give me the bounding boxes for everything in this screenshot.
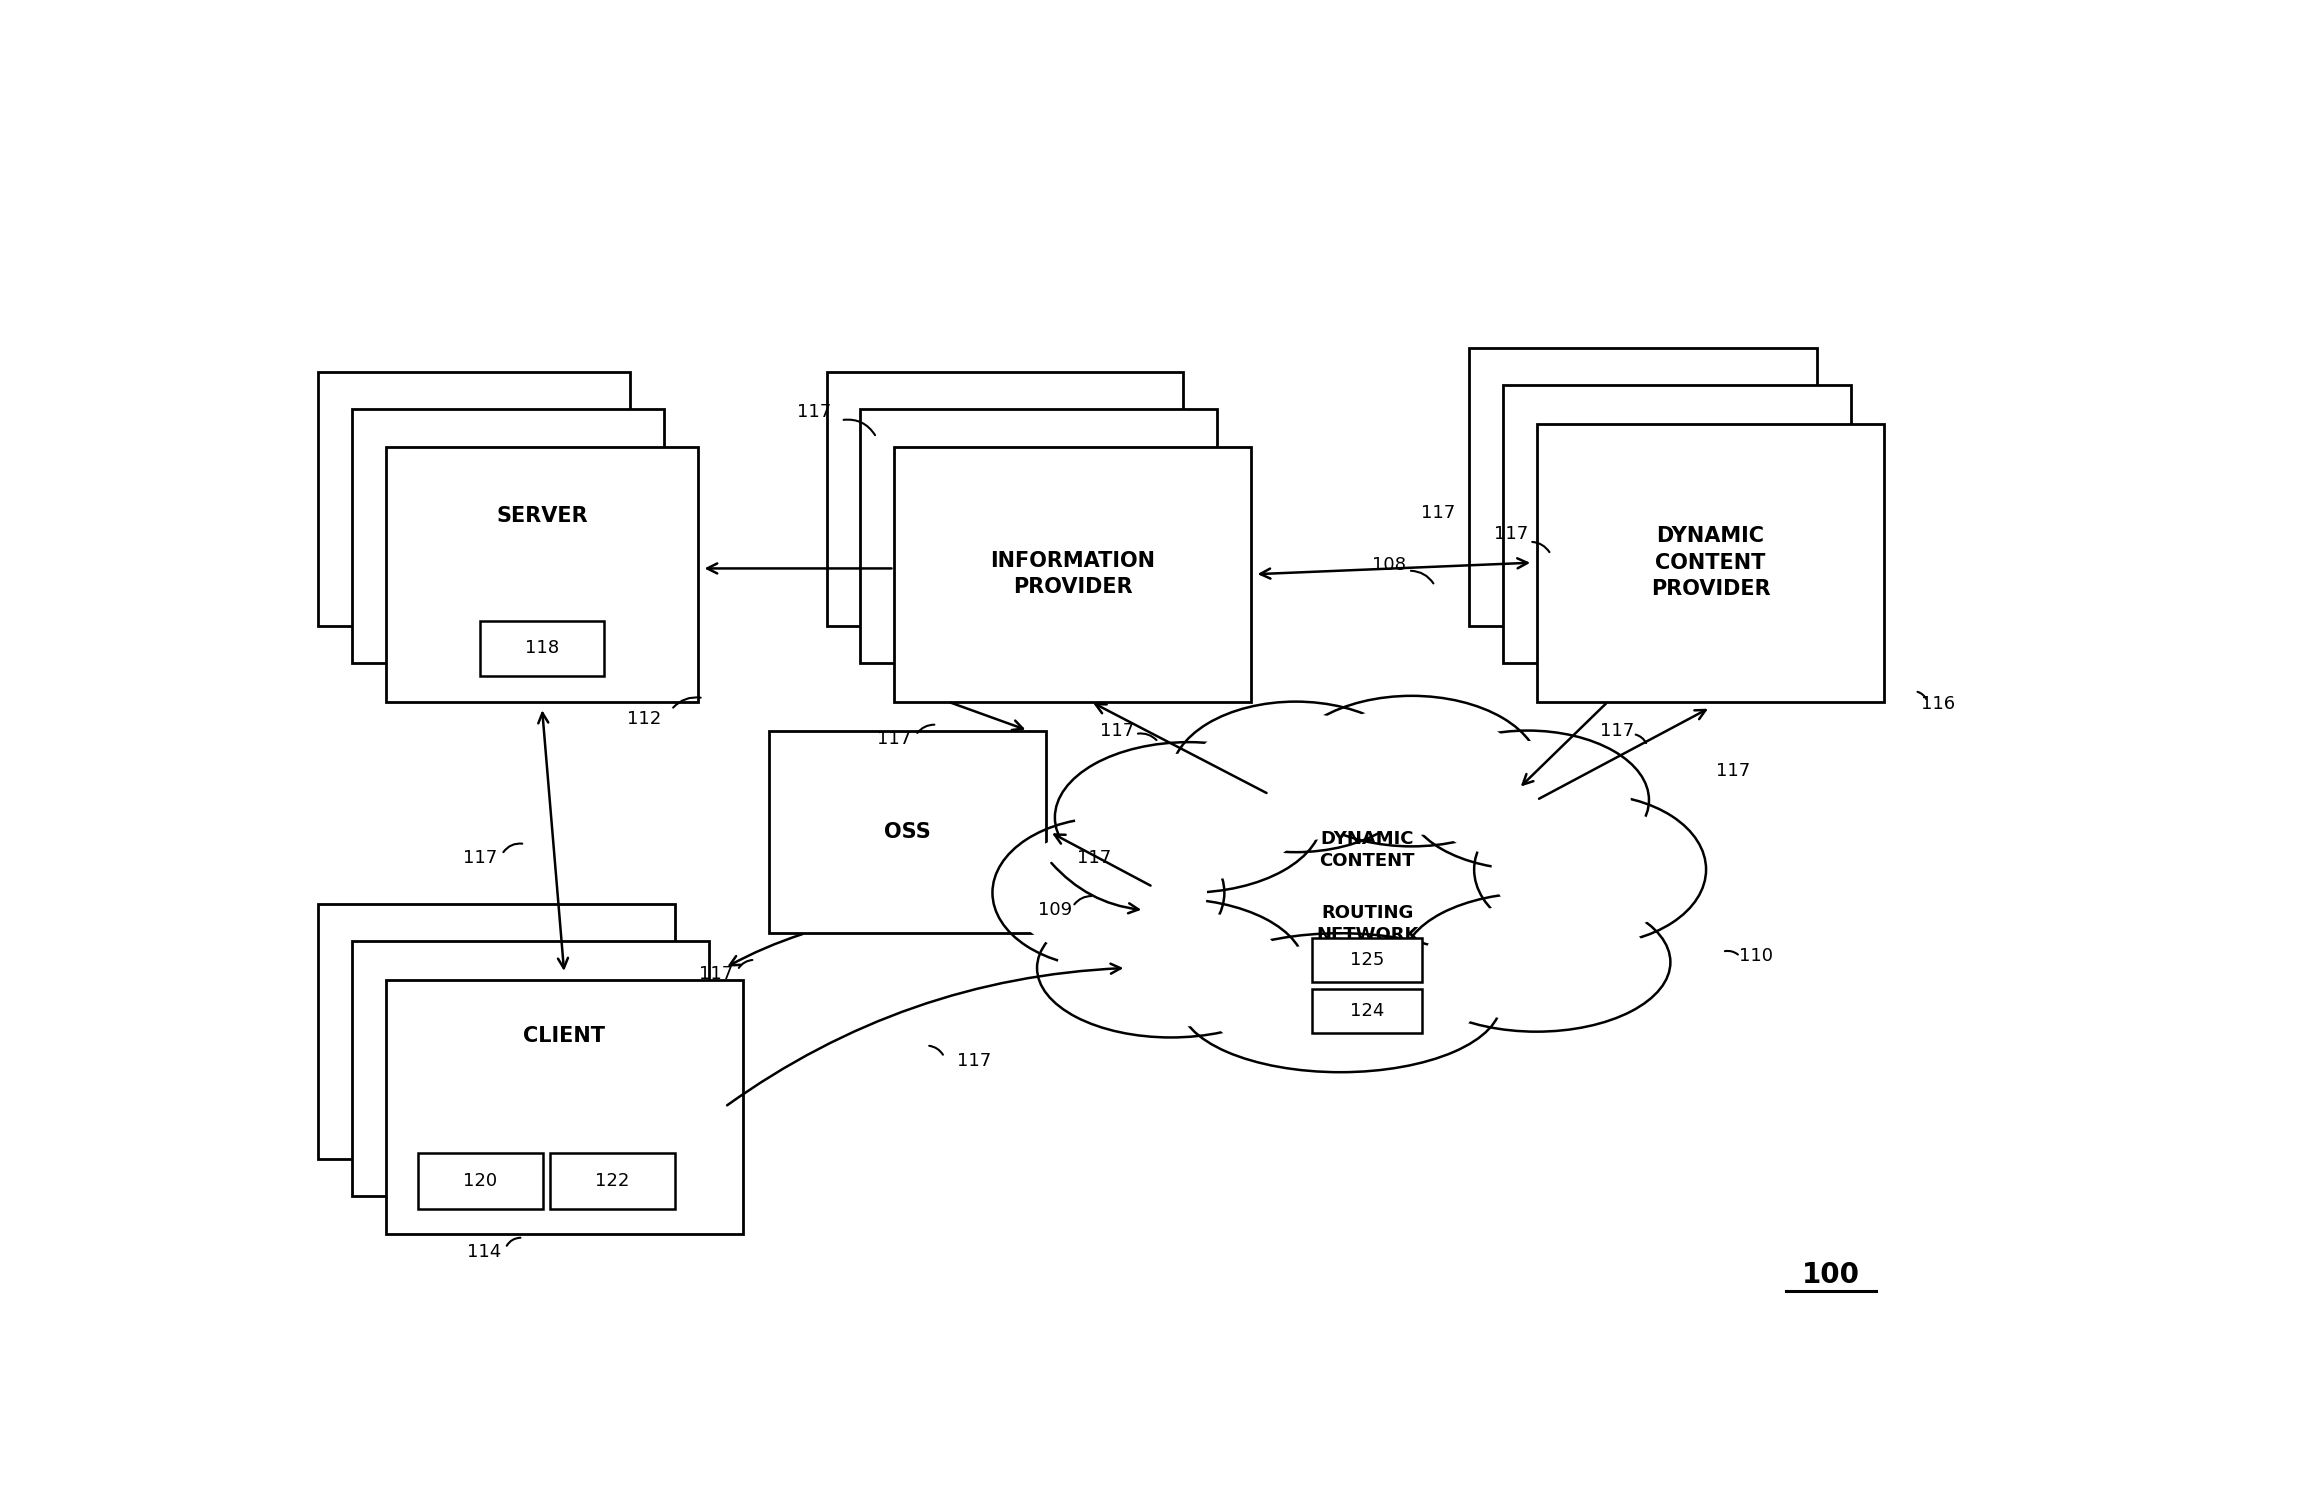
Bar — [387, 979, 744, 1235]
Bar — [352, 409, 665, 663]
Ellipse shape — [1402, 893, 1671, 1032]
Bar — [769, 731, 1045, 932]
Text: 117: 117 — [958, 1051, 992, 1069]
Text: CLIENT: CLIENT — [523, 1026, 605, 1045]
Text: 117: 117 — [463, 848, 497, 866]
Text: 117: 117 — [1100, 722, 1135, 740]
Text: OSS: OSS — [884, 821, 930, 842]
Ellipse shape — [992, 818, 1225, 969]
Text: 109: 109 — [1038, 901, 1073, 919]
Text: 125: 125 — [1349, 951, 1384, 969]
Text: 124: 124 — [1349, 1002, 1384, 1020]
Ellipse shape — [1179, 932, 1501, 1072]
Bar — [387, 447, 698, 701]
Ellipse shape — [1282, 696, 1540, 847]
Text: 117: 117 — [877, 729, 912, 747]
Ellipse shape — [1057, 908, 1285, 1027]
Text: 117: 117 — [700, 964, 732, 982]
Text: 117: 117 — [1494, 525, 1529, 543]
Ellipse shape — [1473, 794, 1706, 945]
Bar — [352, 942, 709, 1196]
Text: 117: 117 — [796, 403, 831, 421]
Text: 122: 122 — [596, 1172, 631, 1190]
Ellipse shape — [1054, 741, 1324, 893]
Ellipse shape — [1172, 701, 1420, 853]
Text: 112: 112 — [628, 710, 661, 728]
Bar — [826, 371, 1183, 626]
Bar — [1469, 349, 1816, 626]
Bar — [550, 1154, 674, 1209]
Ellipse shape — [1190, 713, 1402, 841]
Bar — [1538, 424, 1885, 701]
Ellipse shape — [1036, 898, 1305, 1038]
Text: 117: 117 — [1715, 763, 1750, 781]
Ellipse shape — [1492, 806, 1690, 934]
Text: INFORMATION
PROVIDER: INFORMATION PROVIDER — [990, 550, 1156, 597]
Ellipse shape — [1011, 829, 1206, 957]
Text: 120: 120 — [463, 1172, 497, 1190]
Bar — [1312, 988, 1423, 1033]
Text: 117: 117 — [1420, 504, 1455, 522]
Bar — [479, 621, 605, 677]
Text: 117: 117 — [1077, 848, 1112, 866]
Text: DYNAMIC
CONTENT: DYNAMIC CONTENT — [1319, 830, 1416, 869]
Text: 114: 114 — [467, 1242, 502, 1260]
Bar — [318, 371, 631, 626]
Ellipse shape — [1407, 731, 1648, 869]
Ellipse shape — [1423, 902, 1651, 1021]
Text: 110: 110 — [1738, 948, 1773, 966]
Text: ROUTING
NETWORK: ROUTING NETWORK — [1317, 904, 1418, 945]
Text: 116: 116 — [1920, 695, 1954, 713]
Bar — [861, 409, 1218, 663]
Text: SERVER: SERVER — [497, 505, 587, 525]
Bar — [419, 1154, 543, 1209]
Text: 117: 117 — [1600, 722, 1634, 740]
Bar — [318, 904, 674, 1160]
Ellipse shape — [1303, 707, 1522, 835]
Bar — [1312, 938, 1423, 982]
Ellipse shape — [1425, 741, 1630, 859]
Ellipse shape — [1204, 943, 1478, 1062]
Text: DYNAMIC
CONTENT
PROVIDER: DYNAMIC CONTENT PROVIDER — [1651, 526, 1770, 599]
Ellipse shape — [1075, 754, 1303, 881]
Bar — [893, 447, 1252, 701]
Text: 108: 108 — [1372, 556, 1407, 575]
Bar — [1503, 385, 1851, 663]
Text: 118: 118 — [525, 639, 559, 657]
Text: 100: 100 — [1802, 1260, 1860, 1289]
